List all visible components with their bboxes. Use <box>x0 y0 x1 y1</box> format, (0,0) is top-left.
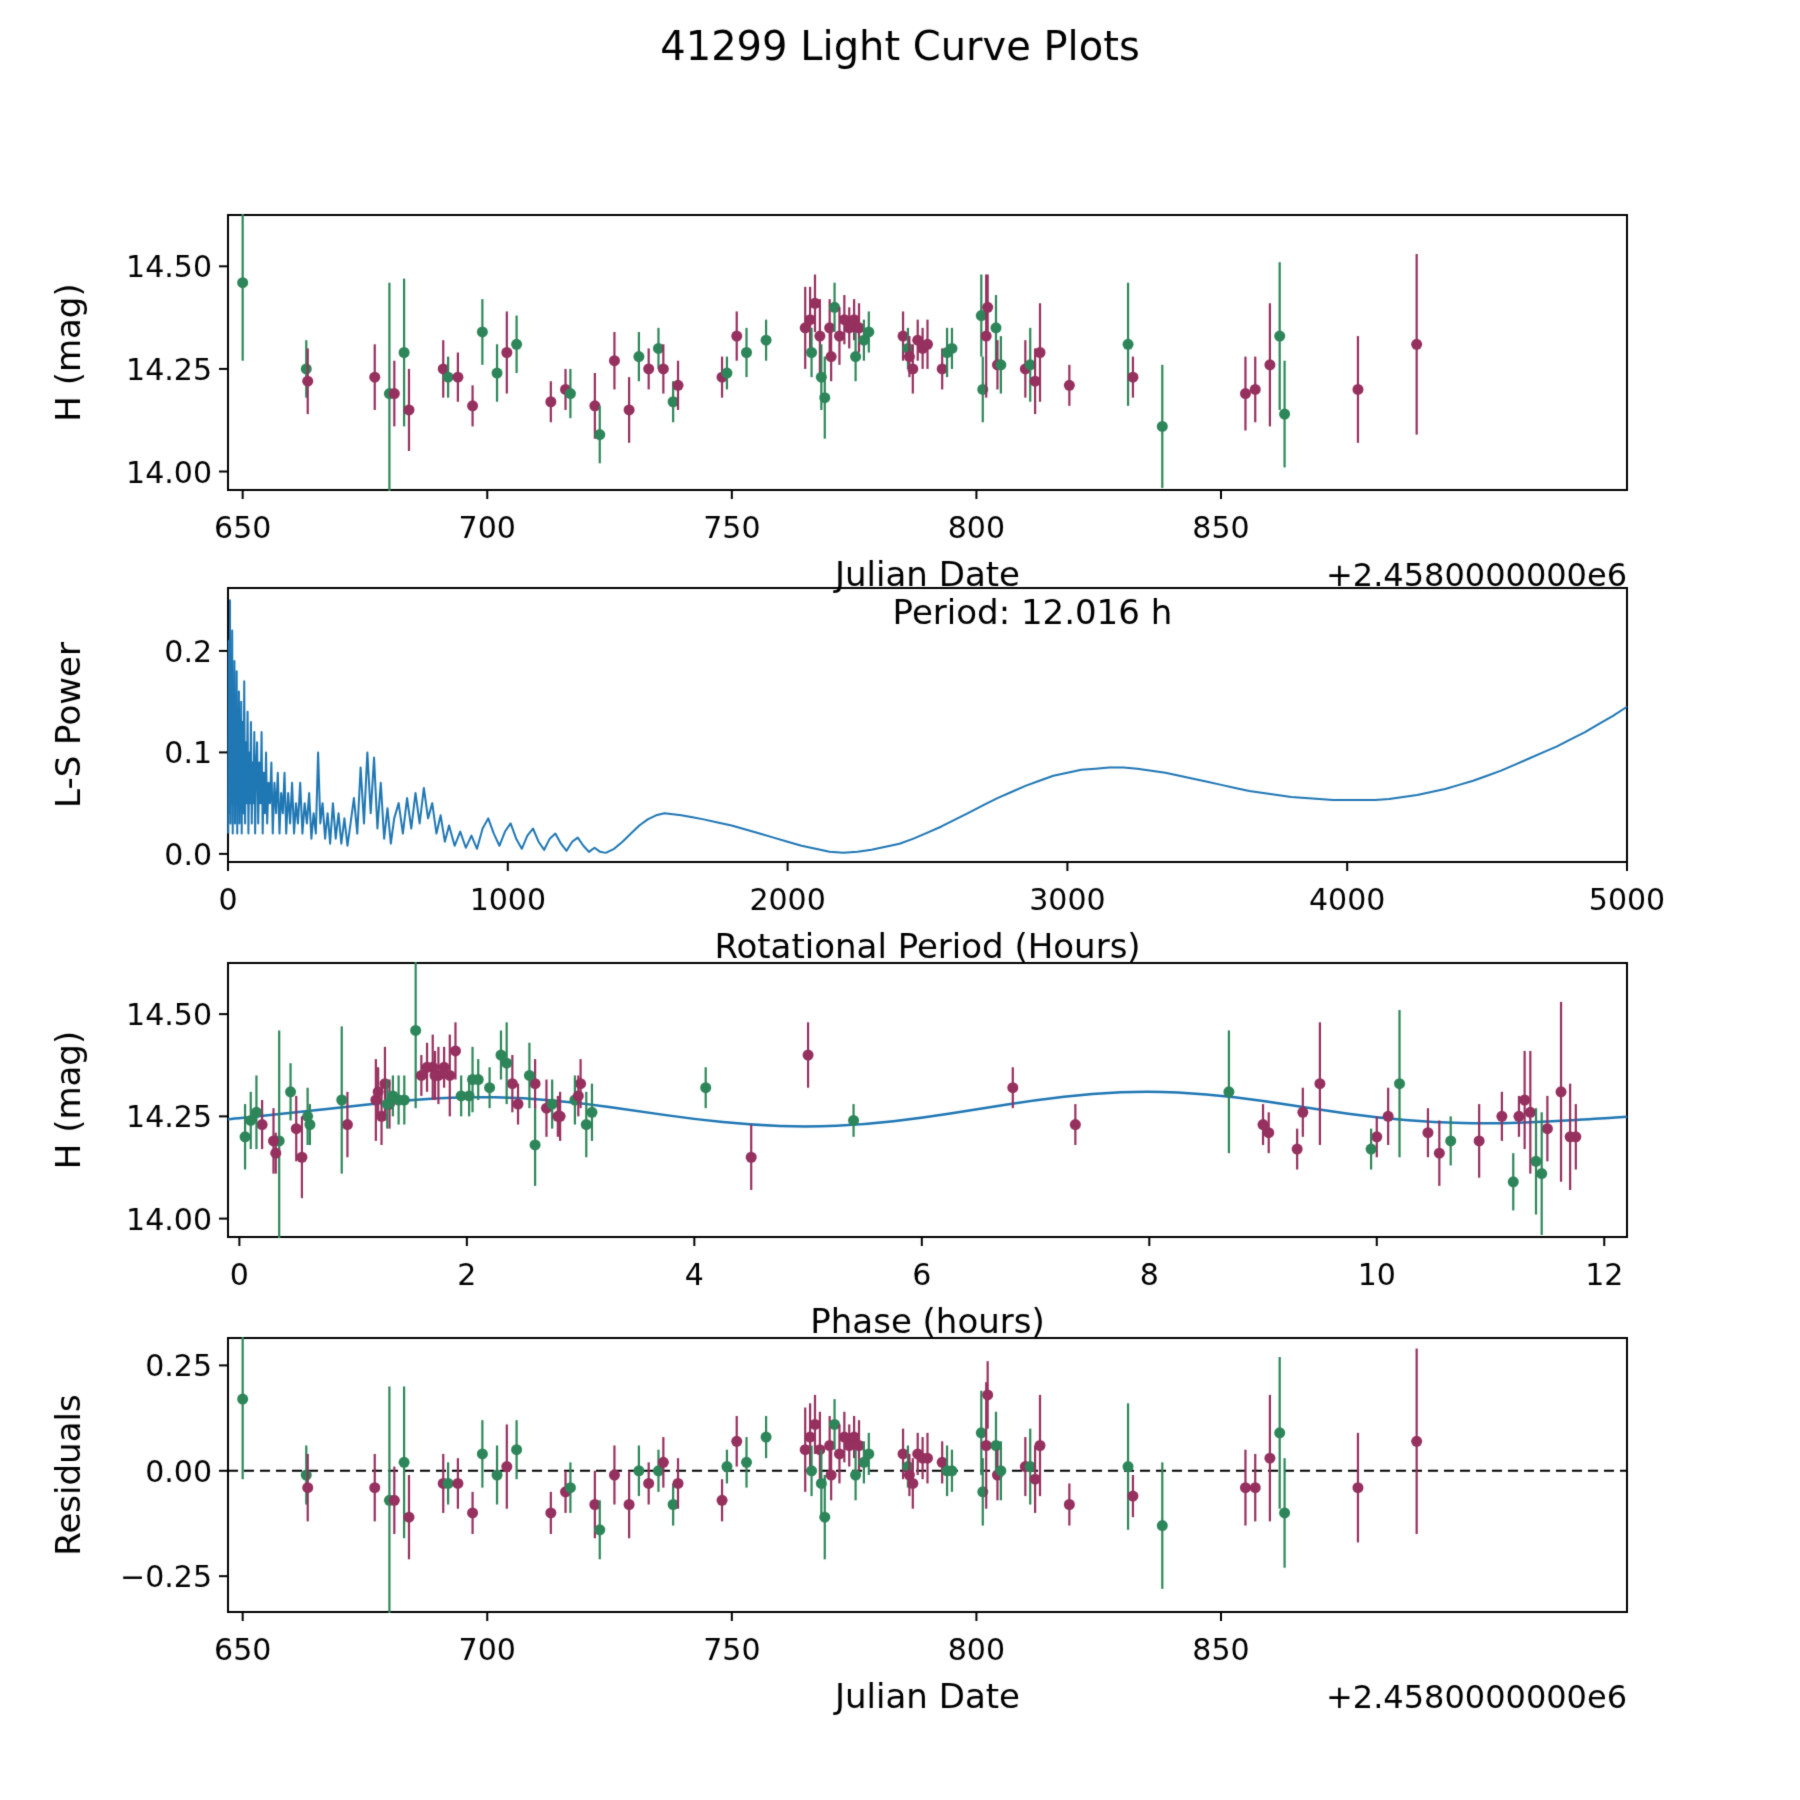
figure-canvas <box>0 0 1800 1800</box>
light-curve-figure <box>0 0 1800 1800</box>
